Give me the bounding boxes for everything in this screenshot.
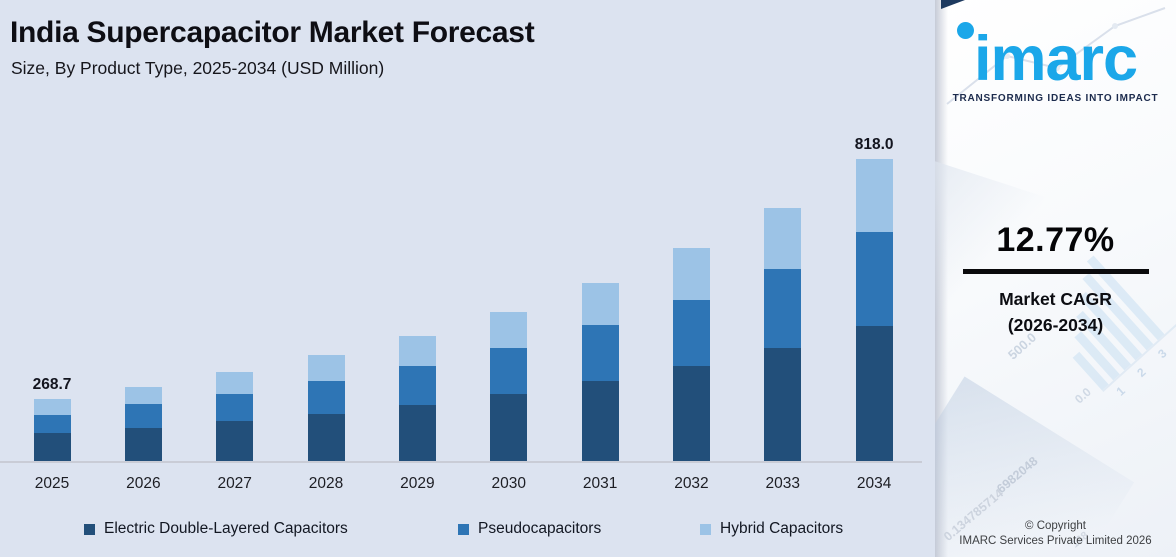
logo-dot-icon xyxy=(957,22,974,39)
x-axis-label: 2027 xyxy=(217,475,252,492)
legend-swatch xyxy=(84,523,95,535)
bar-segment-hybrid xyxy=(855,159,893,232)
imarc-logo: imarc TRANSFORMING IDEAS INTO IMPACT xyxy=(935,0,1176,115)
bar-segment-pseudocapacitors xyxy=(216,394,254,421)
logo-wordmark: imarc xyxy=(973,24,1138,94)
watermark-text: 0.0 xyxy=(1072,384,1094,407)
bar-2030 xyxy=(490,311,528,461)
bar-segment-pseudocapacitors xyxy=(398,366,436,405)
cagr-period: (2026-2034) xyxy=(1007,315,1104,336)
page-title: India Supercapacitor Market Forecast xyxy=(10,16,535,49)
logo-tagline: TRANSFORMING IDEAS INTO IMPACT xyxy=(952,93,1159,104)
bar-segment-hybrid xyxy=(216,372,254,395)
bar-segment-pseudocapacitors xyxy=(124,404,162,429)
bar-segment-pseudocapacitors xyxy=(672,299,710,366)
x-axis-label: 2033 xyxy=(765,475,801,492)
bar-segment-hybrid xyxy=(307,355,345,381)
bar-2033 xyxy=(764,207,802,461)
bar-segment-pseudocapacitors xyxy=(855,231,893,326)
bar-value-label: 818.0 xyxy=(854,136,894,154)
copyright-line2: IMARC Services Private Limited 2026 xyxy=(959,535,1152,548)
bar-segment-edlc xyxy=(672,365,710,461)
bar-segment-edlc xyxy=(581,380,619,461)
watermark-linechart-icon xyxy=(946,7,1166,105)
bar-segment-hybrid xyxy=(581,282,619,326)
copyright-line1: © Copyright xyxy=(1025,519,1086,532)
x-axis-label: 2026 xyxy=(126,475,161,492)
bar-segment-edlc xyxy=(33,433,71,461)
bar-segment-pseudocapacitors xyxy=(581,325,619,381)
x-axis-label: 2032 xyxy=(674,475,709,492)
bar-segment-hybrid xyxy=(33,399,71,415)
bar-segment-edlc xyxy=(216,420,254,461)
brand-panel: 500.0 0.0 1 2 3 4 6982048 0.134785714 16… xyxy=(935,0,1176,557)
stacked-bar-plot: 268.7 2025 2026 2027 2028 2029 2030 2031 2032 203… xyxy=(0,120,922,492)
bar-2034: 818.0 xyxy=(855,136,894,461)
copyright: © Copyright IMARC Services Private Limit… xyxy=(935,519,1176,550)
legend-swatch xyxy=(700,523,711,535)
legend-swatch xyxy=(458,523,469,535)
cagr-label: Market CAGR xyxy=(999,289,1112,309)
bar-segment-pseudocapacitors xyxy=(307,381,345,414)
cagr-underline xyxy=(962,269,1149,274)
legend-item-hybrid: Hybrid Capacitors xyxy=(700,520,843,538)
cagr-block: 12.77% Market CAGR (2026-2034) xyxy=(935,221,1176,339)
bar-2029 xyxy=(398,335,436,461)
chart-area: India Supercapacitor Market Forecast Siz… xyxy=(0,0,935,557)
page-subtitle: Size, By Product Type, 2025-2034 (USD Mi… xyxy=(11,58,385,78)
bar-segment-hybrid xyxy=(398,335,436,367)
x-axis-label: 2025 xyxy=(34,475,70,492)
bar-2028 xyxy=(307,355,345,461)
bar-segment-edlc xyxy=(855,325,893,461)
x-axis-label: 2030 xyxy=(491,475,526,492)
bar-segment-hybrid xyxy=(764,207,802,270)
chart-legend: Electric Double-Layered Capacitors Pseudo… xyxy=(0,520,935,544)
bar-value-label: 268.7 xyxy=(32,376,72,394)
bar-segment-edlc xyxy=(307,414,345,461)
cagr-value: 12.77% xyxy=(996,221,1115,259)
bar-segment-edlc xyxy=(764,348,802,461)
bar-2031 xyxy=(581,282,619,461)
x-axis-label: 2031 xyxy=(582,475,618,492)
bar-segment-hybrid xyxy=(672,247,710,300)
bar-segment-hybrid xyxy=(124,387,162,405)
legend-item-edlc: Electric Double-Layered Capacitors xyxy=(84,520,348,538)
bar-segment-pseudocapacitors xyxy=(490,348,528,394)
bar-segment-hybrid xyxy=(490,311,528,349)
corner-flag-icon xyxy=(941,0,965,9)
x-axis-label: 2034 xyxy=(856,475,892,492)
bar-2026 xyxy=(124,387,162,461)
legend-label: Pseudocapacitors xyxy=(478,520,602,537)
bar-segment-edlc xyxy=(124,428,162,461)
bar-segment-pseudocapacitors xyxy=(33,414,71,433)
legend-label: Hybrid Capacitors xyxy=(720,520,844,537)
bar-2032 xyxy=(672,247,710,461)
bar-2025: 268.7 xyxy=(33,376,71,461)
x-axis-label: 2028 xyxy=(308,475,344,492)
bar-segment-edlc xyxy=(490,394,528,461)
bar-segment-pseudocapacitors xyxy=(764,269,802,348)
x-axis-label: 2029 xyxy=(400,475,435,492)
legend-label: Electric Double-Layered Capacitors xyxy=(104,520,348,537)
bar-2027 xyxy=(216,372,254,461)
bar-segment-edlc xyxy=(398,405,436,461)
legend-item-pseudocapacitors: Pseudocapacitors xyxy=(458,520,601,538)
